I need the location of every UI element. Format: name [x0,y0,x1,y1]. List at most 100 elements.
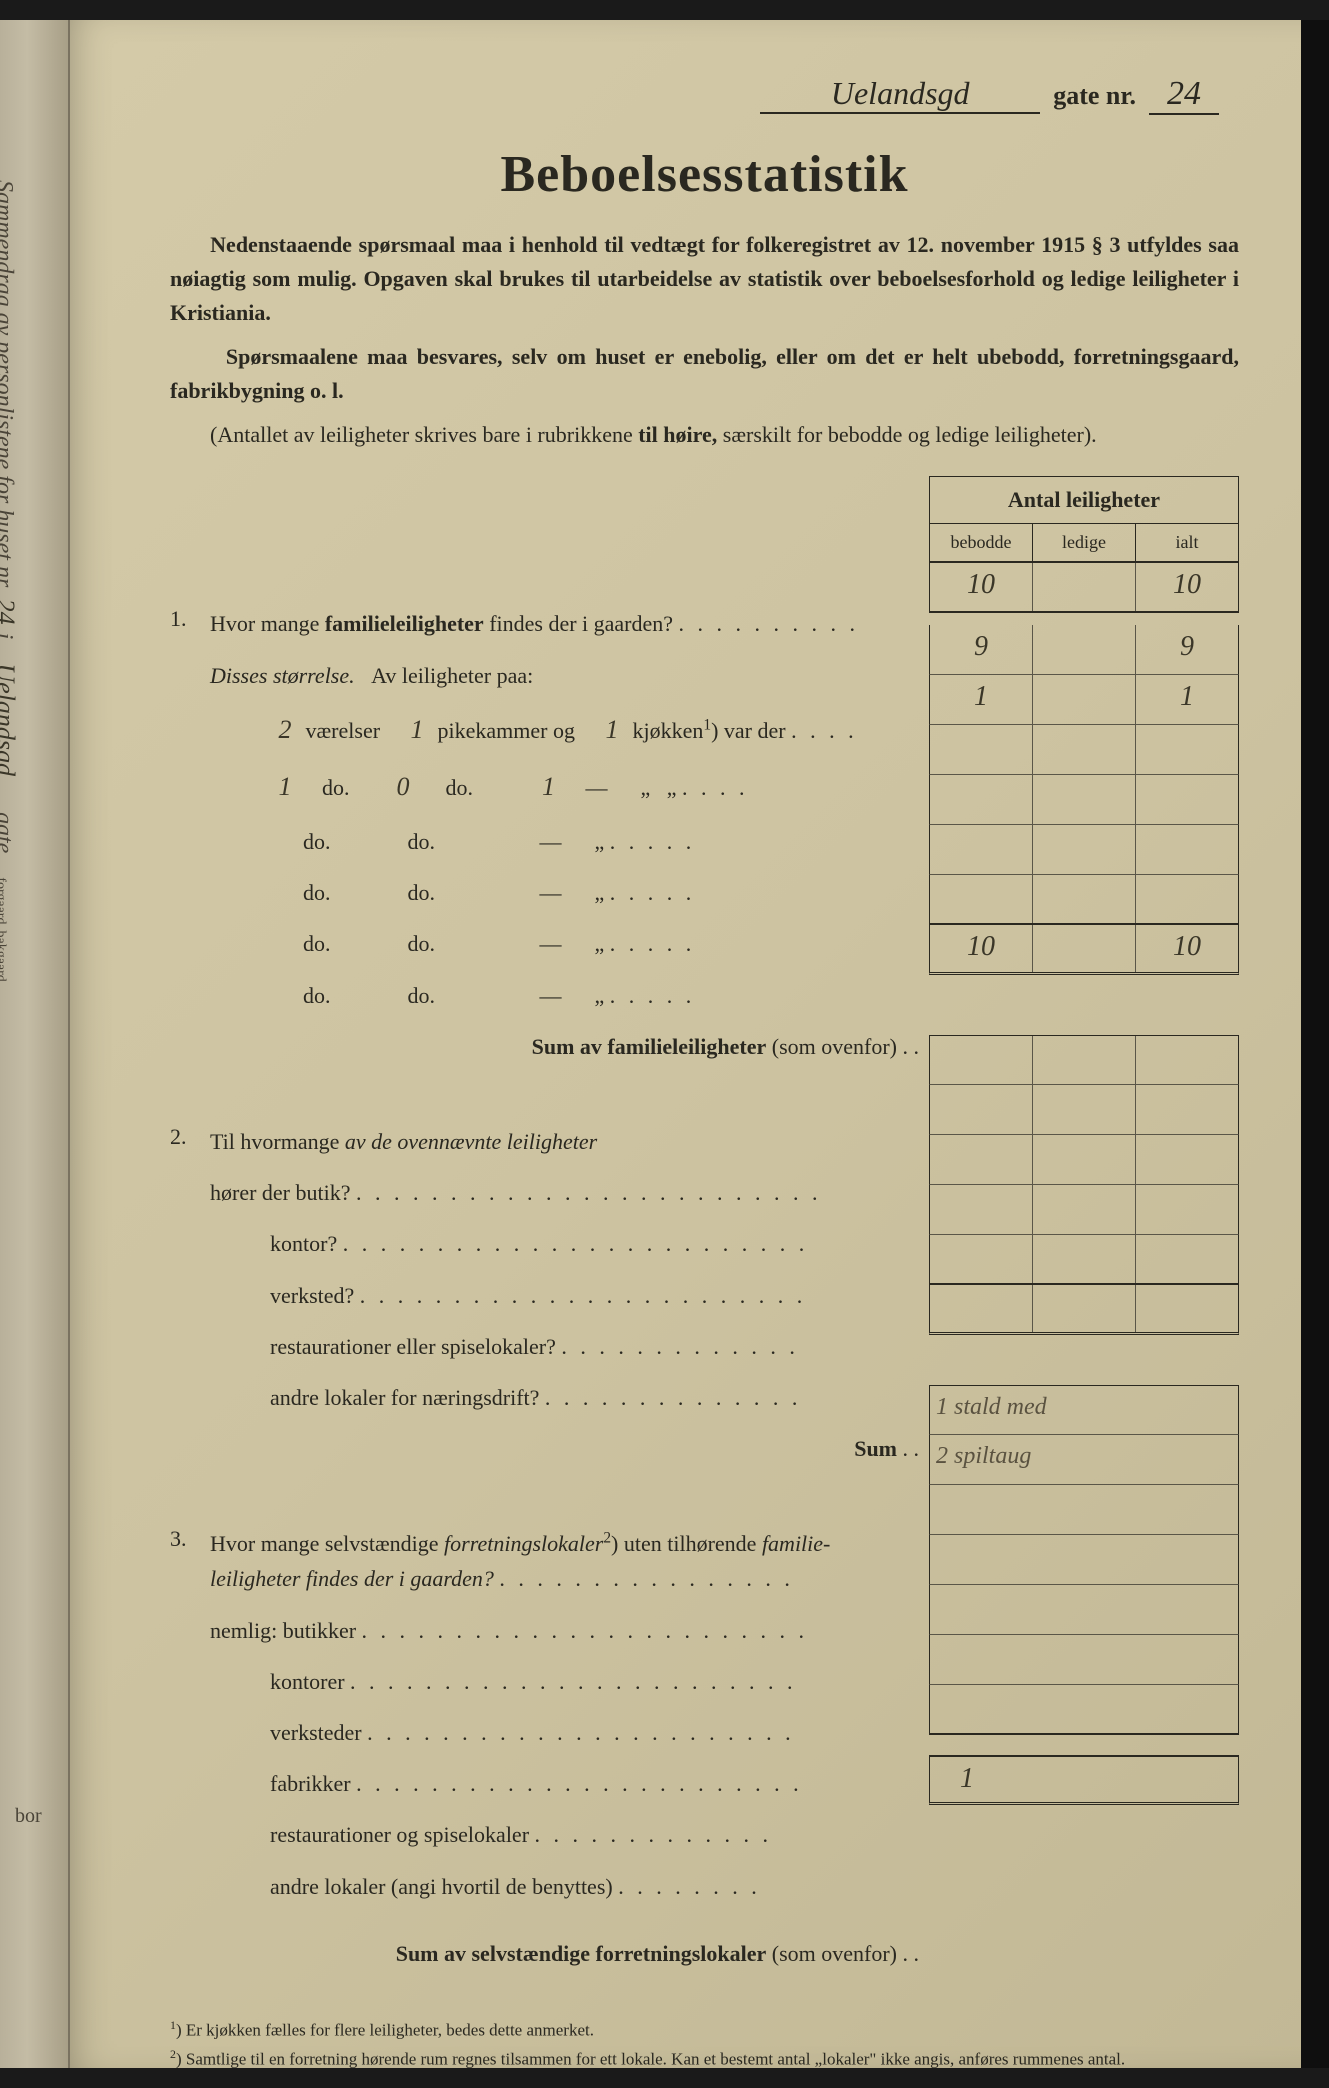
table-row: 2 spiltaug [929,1435,1239,1485]
table-row: 1 stald med [929,1385,1239,1435]
table-row [929,825,1239,875]
q3-num: 3. [170,1526,210,1987]
cell [930,1085,1033,1134]
cell [1033,1135,1136,1184]
cell [1033,563,1136,611]
cell [930,725,1033,774]
cell [1136,1235,1238,1283]
intro-p2-text: Spørsmaalene maa besvares, selv om huset… [170,344,1239,403]
quote: „ [667,775,677,800]
q3-sum-t: Sum av selvstændige forretningslokaler [396,1941,767,1966]
table-cols: bebodde ledige ialt [930,524,1238,561]
lbl: verksteder [270,1720,362,1745]
table-area: Antal leiligheter bebodde ledige ialt 10… [929,476,1239,1805]
spine-forgaard: forgaard [0,877,8,924]
cell [1136,875,1238,923]
top-header: Uelandsgd gate nr. 24 [170,75,1239,115]
q3-l4: fabrikker . . . . . . . . . . . . . . . … [270,1766,919,1801]
spine-text: Sammendrag av personlistene for huset nr… [0,180,20,1580]
dash: — [586,775,608,800]
q1-row5: do. do. — „ . . . . . [270,926,919,961]
q1-line1: Hvor mange familieleiligheter findes der… [210,606,919,641]
q2-ti: av de ovennævnte leiligheter [345,1129,597,1154]
table-row-sum [929,1285,1239,1335]
dots: . . . . . . . . . . . . . . . . [499,1566,794,1591]
cell [930,825,1033,874]
table-row-sum: 10 10 [929,925,1239,975]
cell: 1 [1136,675,1238,724]
lbl: kontor? [270,1231,337,1256]
dots: . . . . . . . . . . . . . . . . . . . . … [362,1618,809,1643]
dash: — [540,829,562,854]
quote: „ [595,829,605,854]
cell [1033,925,1136,972]
do: do. [303,983,331,1008]
table-row [929,1585,1239,1635]
lbl: pikekammer og [438,718,575,743]
col-bebodde: bebodde [930,524,1033,561]
intro-p1-text: Nedenstaaende spørsmaal maa i henhold ti… [170,232,1239,325]
table-header: Antal leiligheter bebodde ledige ialt [929,476,1239,563]
fn2-text: ) Samtlige til en forretning hørende rum… [176,2050,1125,2069]
cell [1033,825,1136,874]
dots: . . . . . . . . [618,1874,761,1899]
footnote-2: 2) Samtlige til en forretning hørende ru… [170,2046,1239,2071]
hw: 1 [597,709,627,751]
lbl: ) var der [711,718,786,743]
dots: . . . . . . . . . . . . . . [545,1385,802,1410]
page-title: Beboelsesstatistik [170,145,1239,204]
spine-i: i [0,633,17,640]
q1-disses: Disses størrelse. Av leiligheter paa: [210,658,919,693]
hw: 1 [534,766,564,808]
do: do. [303,931,331,956]
cell: 1 [930,675,1033,724]
q1-av: Av leiligheter paa: [371,663,533,688]
cell [1033,1036,1136,1084]
spine-street: Uelandsgd [0,663,20,776]
lbl: kjøkken [633,718,704,743]
header-street: Uelandsgd [760,75,1040,114]
cell [930,1185,1033,1234]
intro-p2: Spørsmaalene maa besvares, selv om huset… [170,340,1239,408]
q3-tb: forretningslokaler [444,1531,603,1556]
q2-l1: hører der butik? . . . . . . . . . . . .… [210,1175,919,1210]
intro-p3b: til høire, [638,422,717,447]
table-row [929,1535,1239,1585]
quote: „ [595,880,605,905]
spine-bor: bor [15,1805,42,1828]
q2-l5: andre lokaler for næringsdrift? . . . . … [270,1380,919,1415]
cell: 10 [1136,925,1238,972]
dots: . . . . [682,775,749,800]
cell [930,1635,1238,1684]
q2-t: Til hvormange [210,1129,345,1154]
table-row [929,1685,1239,1735]
question-2: 2. Til hvormange av de ovennævnte leilig… [170,1124,919,1482]
dots: . . . . . . . . . . . . . . . . . . . . … [350,1669,797,1694]
cell: 10 [930,563,1033,611]
cell: 10 [930,925,1033,972]
cell: 9 [930,625,1033,674]
q1-row6: do. do. — „ . . . . . [270,978,919,1013]
question-1: 1. Hvor mange familieleiligheter findes … [170,606,919,1080]
cell-free: 2 spiltaug [930,1435,1238,1484]
dots: . . . . . [610,880,696,905]
dots: . . . . . . . . . . . . . . . . . . . . … [356,1180,822,1205]
spine-nr: 24 [0,597,20,627]
cell [1136,1036,1238,1084]
lbl: værelser [306,718,381,743]
lbl: do. [322,775,350,800]
dots: . . . . . [610,829,696,854]
intro-p3c: særskilt for bebodde og ledige leilighet… [717,422,1096,447]
footnotes: 1) Er kjøkken fælles for flere leilighet… [170,2017,1239,2072]
cell [930,1235,1033,1283]
cell [1033,875,1136,923]
dots: . . . . . [610,983,696,1008]
q1-sum-t: Sum av familieleiligheter [532,1034,767,1059]
cell [1033,1085,1136,1134]
cell [930,775,1033,824]
cell [930,1535,1238,1584]
q3-sum-sub: (som ovenfor) [766,1941,897,1966]
footnote-1: 1) Er kjøkken fælles for flere leilighet… [170,2017,1239,2042]
hw: 1 [402,709,432,751]
cell [1136,1135,1238,1184]
